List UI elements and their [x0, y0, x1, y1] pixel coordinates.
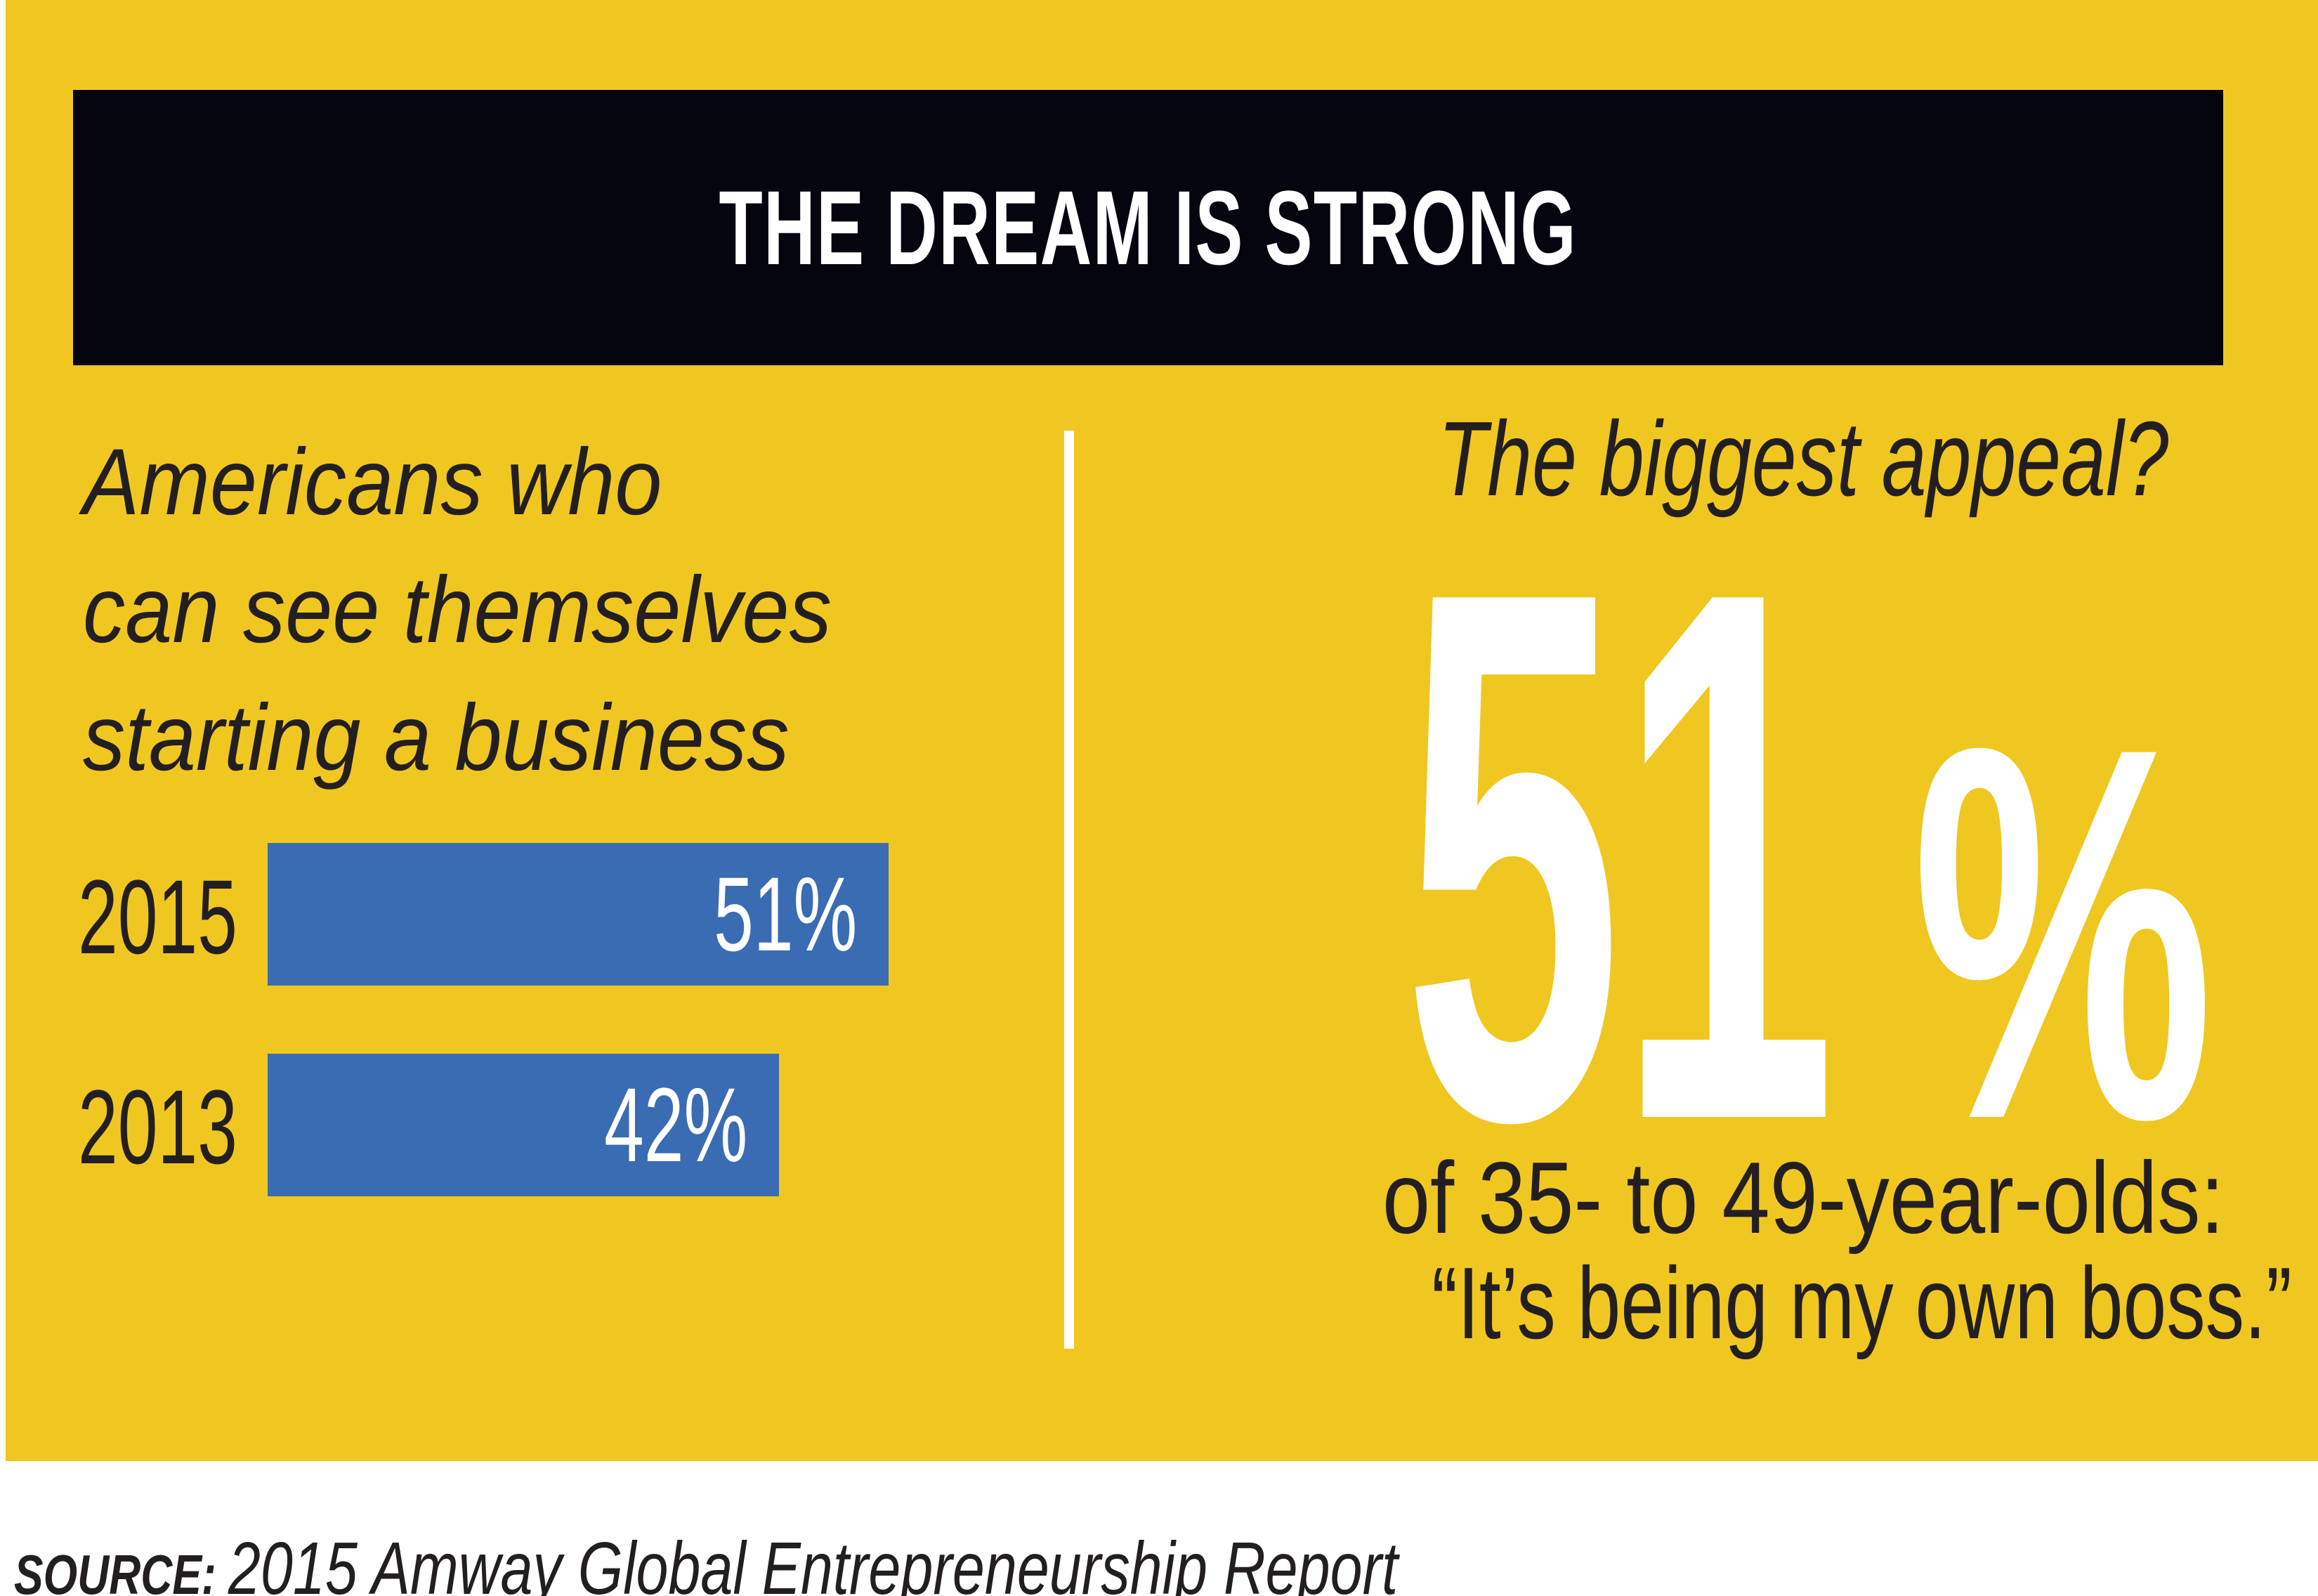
source-line: SOURCE: 2015 Amway Global Entrepreneurshi…	[14, 1531, 1398, 1596]
big-stat-number: 51	[1403, 433, 1836, 1277]
intro-heading: Americans who can see themselves startin…	[83, 419, 832, 802]
bar-value-label-2015: 51%	[713, 855, 857, 973]
header-title: THE DREAM IS STRONG	[719, 168, 1578, 287]
bar-category-label-2015: 2015	[78, 858, 237, 976]
stat-description-line1-text: of 35- to 49-year-olds:	[1382, 1141, 2225, 1255]
right-heading-text: The biggest appeal?	[1437, 399, 2169, 518]
intro-heading-line: can see themselves	[83, 558, 832, 662]
bar-2015: 51%	[268, 843, 889, 986]
bar-category-label-2013: 2013	[78, 1068, 237, 1186]
stat-description-line1: of 35- to 49-year-olds:	[1299, 1147, 2307, 1249]
source-text: 2015 Amway Global Entrepreneurship Repor…	[228, 1527, 1399, 1596]
source-label: SOURCE:	[14, 1543, 216, 1596]
intro-heading-line: Americans who	[83, 430, 662, 535]
bar-value-label-2013: 42%	[603, 1066, 747, 1184]
right-heading: The biggest appeal?	[1299, 405, 2307, 511]
section-divider	[1064, 431, 1074, 1349]
stat-description-line2-text: “It’s being my own boss.”	[1432, 1246, 2292, 1360]
big-stat-percent-sign: %	[1912, 637, 2214, 1229]
intro-heading-line: starting a business	[83, 686, 790, 790]
stat-description-line2: “It’s being my own boss.”	[1299, 1252, 2307, 1354]
bar-2013: 42%	[268, 1054, 779, 1196]
header-bar: THE DREAM IS STRONG	[73, 90, 2223, 365]
